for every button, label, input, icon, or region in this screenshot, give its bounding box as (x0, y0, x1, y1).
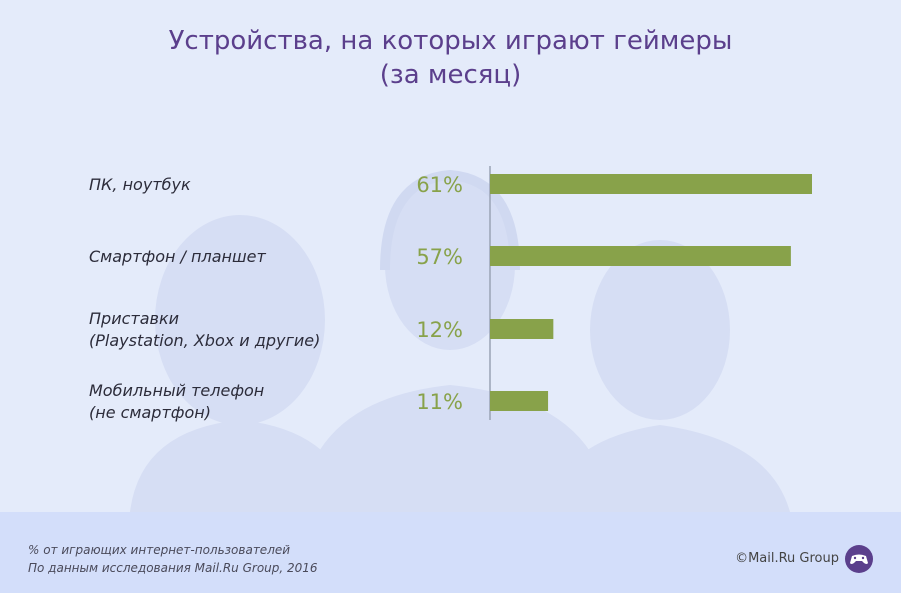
bar-3 (490, 391, 549, 411)
footnote-line1: % от играющих интернет-пользователей (28, 543, 291, 557)
footer-bar (0, 512, 901, 593)
category-label-1-0: Смартфон / планшет (89, 247, 266, 266)
category-label-3-1: (не смартфон) (89, 403, 211, 422)
footnote-line2: По данным исследования Mail.Ru Group, 20… (28, 561, 318, 575)
gamepad-icon (845, 545, 873, 573)
category-label-2-1: (Playstation, Xbox и другие) (89, 331, 320, 350)
brand-label: ©Mail.Ru Group (735, 551, 839, 566)
silhouette-left-body (130, 420, 355, 512)
value-label-1: 57% (416, 245, 463, 269)
bar-0 (490, 174, 812, 194)
chart-title-line1: Устройства, на которых играют геймеры (168, 26, 733, 56)
silhouette-left-head (155, 215, 325, 425)
value-label-0: 61% (416, 173, 463, 197)
bar-chart: 61% ПК, ноутбук 57% Смартфон / планшет 12% Пр… (89, 166, 812, 422)
headset-band (380, 169, 520, 271)
silhouette-center-body (300, 385, 610, 512)
value-label-2: 12% (416, 318, 463, 342)
bar-2 (490, 319, 554, 339)
silhouette-center-head (385, 180, 515, 350)
chart-title: Устройства, на которых играют геймеры (з… (0, 24, 901, 92)
bar-1 (490, 246, 791, 266)
category-label-3-0: Мобильный телефон (89, 381, 264, 400)
silhouette-right-head (590, 240, 730, 420)
category-label-2-0: Приставки (89, 309, 179, 328)
category-label-0-0: ПК, ноутбук (89, 175, 191, 194)
silhouette-right-body (545, 425, 790, 512)
value-label-3: 11% (416, 390, 463, 414)
chart-title-line2: (за месяц) (379, 60, 522, 90)
